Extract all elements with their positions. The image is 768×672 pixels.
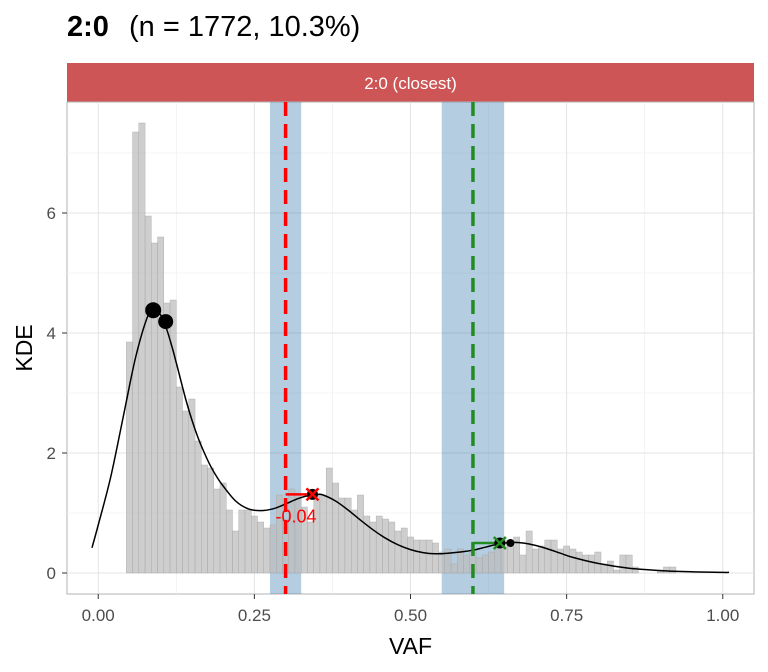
histogram (126, 122, 677, 574)
histogram-bar (413, 539, 421, 574)
kde-peak-point (158, 314, 174, 330)
kde-curve (91, 308, 730, 574)
histogram-bar (151, 242, 158, 574)
histogram-bar (475, 557, 483, 574)
histogram-bar (263, 527, 271, 574)
histogram-bar (625, 554, 633, 574)
x-tick-label: 0.25 (238, 606, 271, 625)
histogram-bar (319, 494, 327, 574)
histogram-bar (538, 545, 545, 574)
x-tick-label: 1.00 (706, 606, 739, 625)
histogram-bar (407, 536, 414, 574)
histogram-bar (226, 509, 233, 574)
histogram-bar (207, 467, 214, 574)
histogram-bar (375, 515, 383, 574)
histogram-bar (338, 497, 346, 574)
histogram-bar (182, 410, 189, 574)
histogram-bar (582, 554, 589, 574)
expected-vaf-lines (283, 102, 475, 594)
histogram-bar (507, 542, 514, 574)
histogram-bar (607, 560, 614, 574)
histogram-bar (563, 545, 570, 574)
histogram-bar (619, 554, 627, 574)
y-axis-label: KDE (11, 324, 37, 371)
histogram-bar (544, 539, 552, 574)
matched-peak-cross (305, 487, 320, 502)
histogram-bar (432, 542, 439, 574)
histogram-bar (525, 530, 533, 574)
histogram-bar (419, 539, 427, 574)
histogram-bar (588, 554, 595, 574)
histogram-bar (632, 566, 639, 574)
histogram-bar (307, 521, 314, 574)
histogram-bar (325, 467, 333, 574)
histogram-bar (425, 539, 433, 574)
peak-offset-label: -0.04 (276, 506, 317, 526)
facet-strip (67, 63, 754, 102)
histogram-bar (575, 551, 583, 574)
histogram-bar (251, 515, 258, 574)
histogram-bar (569, 548, 577, 574)
histogram-bar (519, 554, 527, 574)
x-tick-label: 0.75 (550, 606, 583, 625)
histogram-bar (663, 566, 670, 574)
histogram-bar (257, 521, 264, 574)
histogram-bar (438, 551, 446, 574)
histogram-bar (138, 122, 146, 574)
histogram-bar (388, 521, 396, 574)
histogram-bar (669, 566, 677, 574)
histogram-bar (201, 464, 208, 574)
y-tick-label: 2 (47, 444, 56, 463)
matched-peak-cross (492, 536, 507, 550)
axes: 0.00 0.25 0.50 0.75 1.00 0 2 4 6 (47, 204, 740, 625)
histogram-bar (357, 494, 364, 574)
kde-line (91, 308, 730, 574)
histogram-bar (163, 302, 171, 574)
histogram-bar (450, 563, 458, 574)
histogram-bar (382, 518, 389, 574)
histogram-bar (238, 509, 246, 574)
x-tick-label: 0.00 (82, 606, 115, 625)
histogram-bar (194, 440, 202, 574)
chart-title: 2:0 (n = 1772, 10.3%) (67, 11, 360, 43)
histogram-bar (157, 236, 165, 574)
y-tick-label: 0 (47, 564, 56, 583)
histogram-bar (213, 488, 221, 574)
histogram-bar (444, 548, 452, 574)
histogram-bar (532, 548, 539, 574)
histogram-bar (494, 545, 502, 574)
peak-markers: -0.04 (145, 302, 515, 550)
histogram-bar (394, 530, 402, 574)
histogram-bar (400, 527, 408, 574)
histogram-bar (613, 569, 620, 574)
x-axis-label: VAF (389, 633, 432, 659)
facet-strip-label: 2:0 (closest) (364, 74, 457, 93)
histogram-bar (332, 482, 339, 574)
y-tick-label: 6 (47, 204, 56, 223)
histogram-bar (176, 386, 183, 574)
histogram-bar (350, 509, 358, 574)
x-tick-label: 0.50 (394, 606, 427, 625)
histogram-bar (269, 524, 277, 574)
histogram-bar (232, 530, 239, 574)
histogram-bar (132, 131, 140, 574)
histogram-bar (244, 509, 252, 574)
histogram-bar (550, 539, 558, 574)
histogram-bar (488, 551, 496, 574)
secondary-peak-point (506, 539, 515, 547)
chart-title-bold: 2:0 (67, 11, 109, 43)
histogram-bar (463, 554, 471, 574)
histogram-bar (482, 554, 489, 574)
y-tick-label: 4 (47, 324, 56, 343)
chart-title-rest: (n = 1772, 10.3%) (129, 11, 360, 43)
histogram-bar (144, 215, 152, 574)
histogram-bar (219, 482, 227, 574)
kde-peak-point (145, 302, 162, 319)
